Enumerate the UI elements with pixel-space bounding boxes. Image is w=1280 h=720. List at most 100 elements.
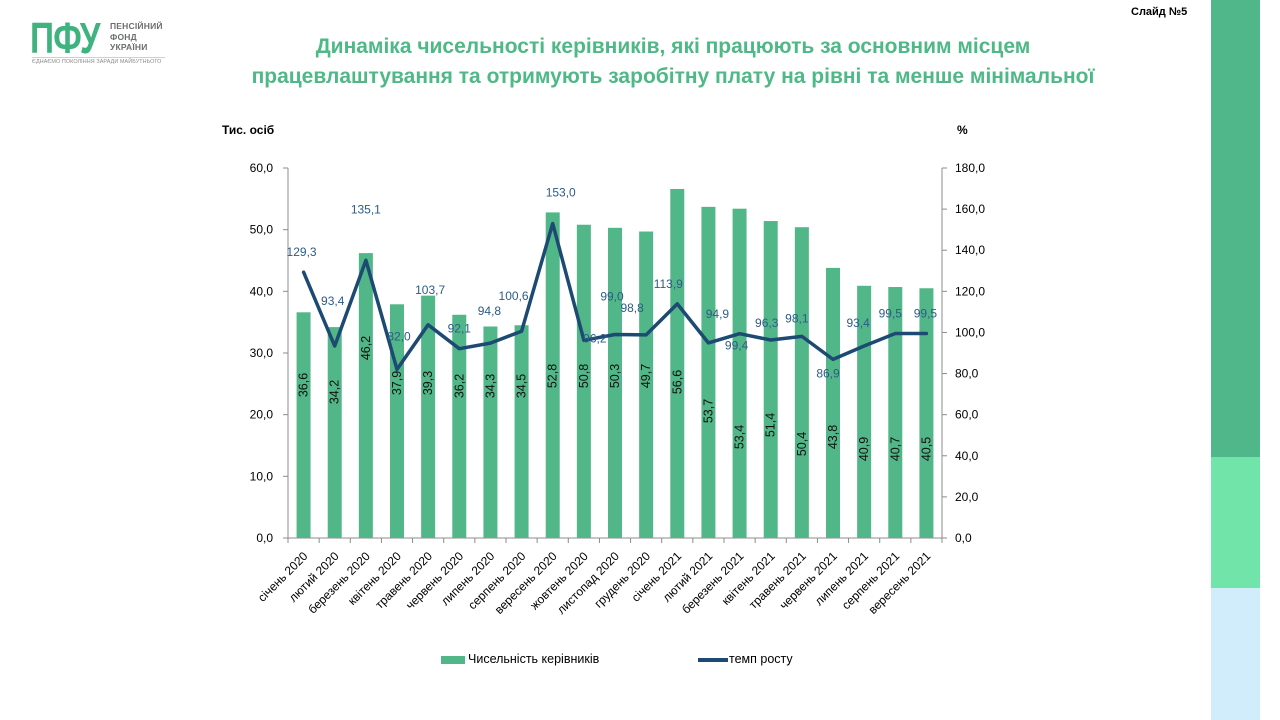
bar [483, 326, 498, 538]
line-value-label: 100,6 [499, 289, 529, 303]
logo-name-line: ПЕНСІЙНИЙ [110, 21, 163, 31]
line-value-label: 113,9 [654, 277, 683, 291]
bar [888, 287, 903, 538]
line-value-label: 153,0 [546, 186, 576, 200]
bar-value-label: 40,9 [857, 437, 871, 461]
line-value-label: 86,9 [816, 366, 840, 380]
pfu-logo: ПФУ ПЕНСІЙНИЙ ФОНД УКРАЇНИ ЄДНАЄМО ПОКОЛ… [30, 14, 170, 72]
bar-value-label: 34,3 [483, 374, 497, 398]
bar-value-label: 51,4 [764, 413, 778, 437]
line-value-label: 93,4 [846, 316, 870, 330]
right-axis-tick-label: 20,0 [955, 490, 979, 504]
stripe-light-blue [1211, 588, 1260, 720]
bar-value-label: 37,9 [390, 371, 404, 395]
chart-title: Динаміка чисельності керівників, які пра… [200, 32, 1146, 92]
left-axis-tick-label: 50,0 [250, 223, 274, 237]
bar [545, 212, 560, 538]
logo-slogan: ЄДНАЄМО ПОКОЛІННЯ ЗАРАДИ МАЙБУТНЬОГО [32, 59, 162, 65]
bar-value-label: 43,8 [826, 425, 840, 449]
stripe-dark-green [1211, 0, 1260, 457]
bar [452, 314, 467, 538]
line-value-label: 96,2 [583, 331, 607, 345]
bar [919, 288, 934, 538]
right-axis-tick-label: 0,0 [955, 531, 972, 545]
left-axis-title: Тис. осіб [222, 123, 275, 137]
bar [794, 227, 809, 538]
bar [826, 267, 840, 538]
bar-value-label: 40,7 [888, 437, 902, 461]
logo-name-line: УКРАЇНИ [110, 42, 148, 52]
right-axis-tick-label: 60,0 [955, 408, 979, 422]
line-value-label: 94,8 [478, 304, 502, 318]
bar-value-label: 56,6 [670, 370, 684, 394]
line-value-label: 94,9 [706, 307, 730, 321]
logo-name-line: ФОНД [110, 31, 137, 42]
right-axis-tick-label: 180,0 [955, 161, 985, 175]
right-axis-tick-label: 160,0 [955, 202, 985, 216]
bar-value-label: 40,5 [919, 437, 933, 461]
bar-value-label: 50,4 [795, 432, 809, 456]
bar [576, 224, 591, 538]
left-axis-tick-label: 10,0 [250, 469, 274, 483]
legend-line-swatch [698, 658, 728, 662]
bar [296, 312, 311, 538]
line-value-label: 129,3 [287, 245, 317, 259]
bar [358, 253, 373, 538]
line-value-label: 135,1 [351, 202, 381, 216]
bar-value-label: 50,3 [608, 364, 622, 388]
line-value-label: 99,0 [600, 290, 624, 304]
bar-value-label: 53,4 [733, 425, 747, 449]
bar [763, 221, 778, 539]
bar [732, 208, 747, 538]
chart-title-line: Динаміка чисельності керівників, які пра… [315, 35, 1031, 58]
stripe-light-green [1211, 457, 1260, 588]
line-value-label: 96,3 [755, 316, 779, 330]
bar-value-label: 36,2 [452, 374, 466, 398]
legend-bar-label: Чисельність керівників [468, 652, 600, 666]
line-value-label: 98,8 [620, 301, 644, 315]
bar [421, 295, 436, 538]
side-decor-stripe [1211, 0, 1260, 720]
line-value-label: 82,0 [387, 329, 411, 343]
left-axis-tick-label: 20,0 [250, 408, 274, 422]
right-axis-tick-label: 40,0 [955, 449, 979, 463]
bar-value-label: 34,2 [328, 380, 342, 404]
line-value-label: 99,5 [914, 306, 938, 320]
bar [701, 206, 716, 538]
line-value-label: 93,4 [321, 294, 345, 308]
line-value-label: 99,4 [725, 339, 749, 353]
logo-organization-name: ПЕНСІЙНИЙ ФОНД УКРАЇНИ [110, 21, 163, 53]
line-series [301, 221, 929, 372]
bar [639, 231, 654, 538]
right-axis-tick-label: 120,0 [955, 284, 985, 298]
bar [327, 327, 342, 538]
right-axis-title: % [957, 123, 968, 137]
bar-value-label: 36,6 [297, 373, 311, 397]
line-value-label: 103,7 [415, 283, 445, 297]
legend-bar-swatch [441, 656, 465, 664]
bar-value-label: 53,7 [701, 399, 715, 423]
legend-line-label: темп росту [729, 652, 793, 666]
bar [608, 227, 622, 539]
line-value-label: 99,5 [879, 306, 903, 320]
bar-value-label: 49,7 [639, 364, 653, 388]
left-axis-tick-label: 0,0 [256, 531, 273, 545]
left-axis-tick-label: 60,0 [250, 161, 274, 175]
bar-value-label: 50,8 [577, 364, 591, 388]
bar [514, 325, 529, 538]
logo-divider [32, 57, 165, 58]
slide-number: Слайд №5 [1131, 6, 1188, 18]
bar-value-label: 34,5 [515, 374, 529, 398]
bar-value-labels: 36,6 34,2 46,2 37,9 39,3 36,2 34,3 34,5 52,8 50,8… [297, 336, 934, 461]
logo-abbreviation: ПФУ [30, 14, 101, 63]
line-value-label: 92,1 [448, 322, 472, 336]
right-axis-tick-label: 100,0 [955, 325, 985, 339]
bar-value-label: 52,8 [546, 364, 560, 388]
left-axis-tick-label: 30,0 [250, 346, 274, 360]
right-axis-tick-label: 140,0 [955, 243, 985, 257]
line-value-label: 98,1 [785, 311, 809, 325]
left-axis-tick-label: 40,0 [250, 284, 274, 298]
bar [670, 188, 685, 538]
